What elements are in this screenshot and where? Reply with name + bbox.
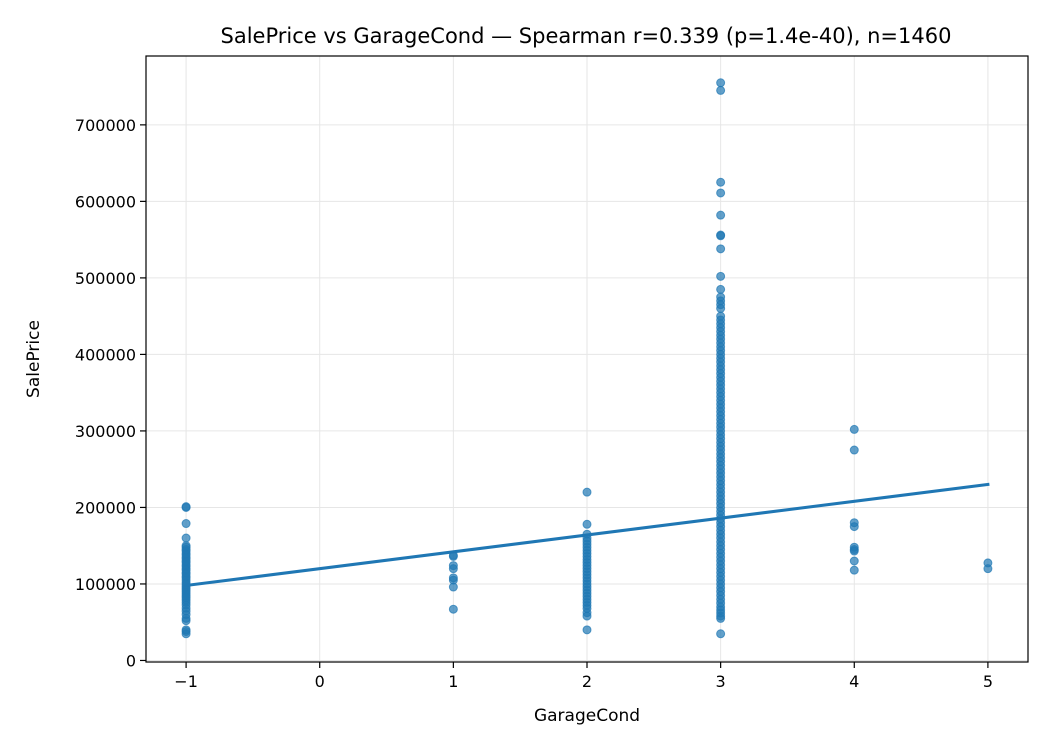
data-point [181, 625, 191, 635]
data-point [448, 561, 458, 571]
x-axis-ticks: −1 0 1 2 3 4 5 [174, 662, 993, 691]
trend-line [184, 482, 990, 588]
data-point [716, 292, 726, 302]
y-tick-label: 0 [126, 651, 136, 670]
data-point [181, 533, 191, 543]
chart-title: SalePrice vs GarageCond — Spearman r=0.3… [221, 24, 952, 48]
y-tick-label: 700000 [75, 116, 136, 135]
x-tick-label: 2 [582, 672, 592, 691]
x-tick-label: 1 [448, 672, 458, 691]
x-tick-label: −1 [174, 672, 198, 691]
data-point [181, 541, 191, 551]
data-point [849, 565, 859, 575]
data-point [716, 85, 726, 95]
data-point [716, 284, 726, 294]
y-tick-label: 100000 [75, 575, 136, 594]
data-point [716, 271, 726, 281]
x-axis-label: GarageCond [534, 706, 640, 726]
data-point [716, 311, 726, 321]
y-tick-label: 500000 [75, 269, 136, 288]
x-tick-label: 4 [849, 672, 859, 691]
data-point [849, 424, 859, 434]
data-point [716, 244, 726, 254]
data-point [716, 78, 726, 88]
data-point [582, 487, 592, 497]
y-tick-label: 200000 [75, 498, 136, 517]
y-tick-label: 600000 [75, 192, 136, 211]
data-point [983, 558, 993, 568]
y-tick-label: 300000 [75, 422, 136, 441]
data-point [181, 502, 191, 512]
data-point [582, 519, 592, 529]
data-point [448, 573, 458, 583]
y-axis-label: SalePrice [24, 320, 44, 398]
x-tick-label: 3 [716, 672, 726, 691]
data-point [582, 625, 592, 635]
data-point [716, 177, 726, 187]
trend-line-layer [184, 482, 990, 588]
data-point [716, 188, 726, 198]
data-point [716, 210, 726, 220]
data-point [849, 518, 859, 528]
x-tick-label: 5 [983, 672, 993, 691]
data-point [716, 629, 726, 639]
data-points [181, 78, 993, 639]
y-axis-ticks: 0 100000 200000 300000 400000 500000 600000 700… [75, 116, 146, 670]
x-tick-label: 0 [315, 672, 325, 691]
data-point [716, 230, 726, 240]
data-point [181, 519, 191, 529]
data-point [849, 542, 859, 552]
data-point [849, 556, 859, 566]
data-point [849, 445, 859, 455]
data-point [448, 604, 458, 614]
y-tick-label: 400000 [75, 345, 136, 364]
